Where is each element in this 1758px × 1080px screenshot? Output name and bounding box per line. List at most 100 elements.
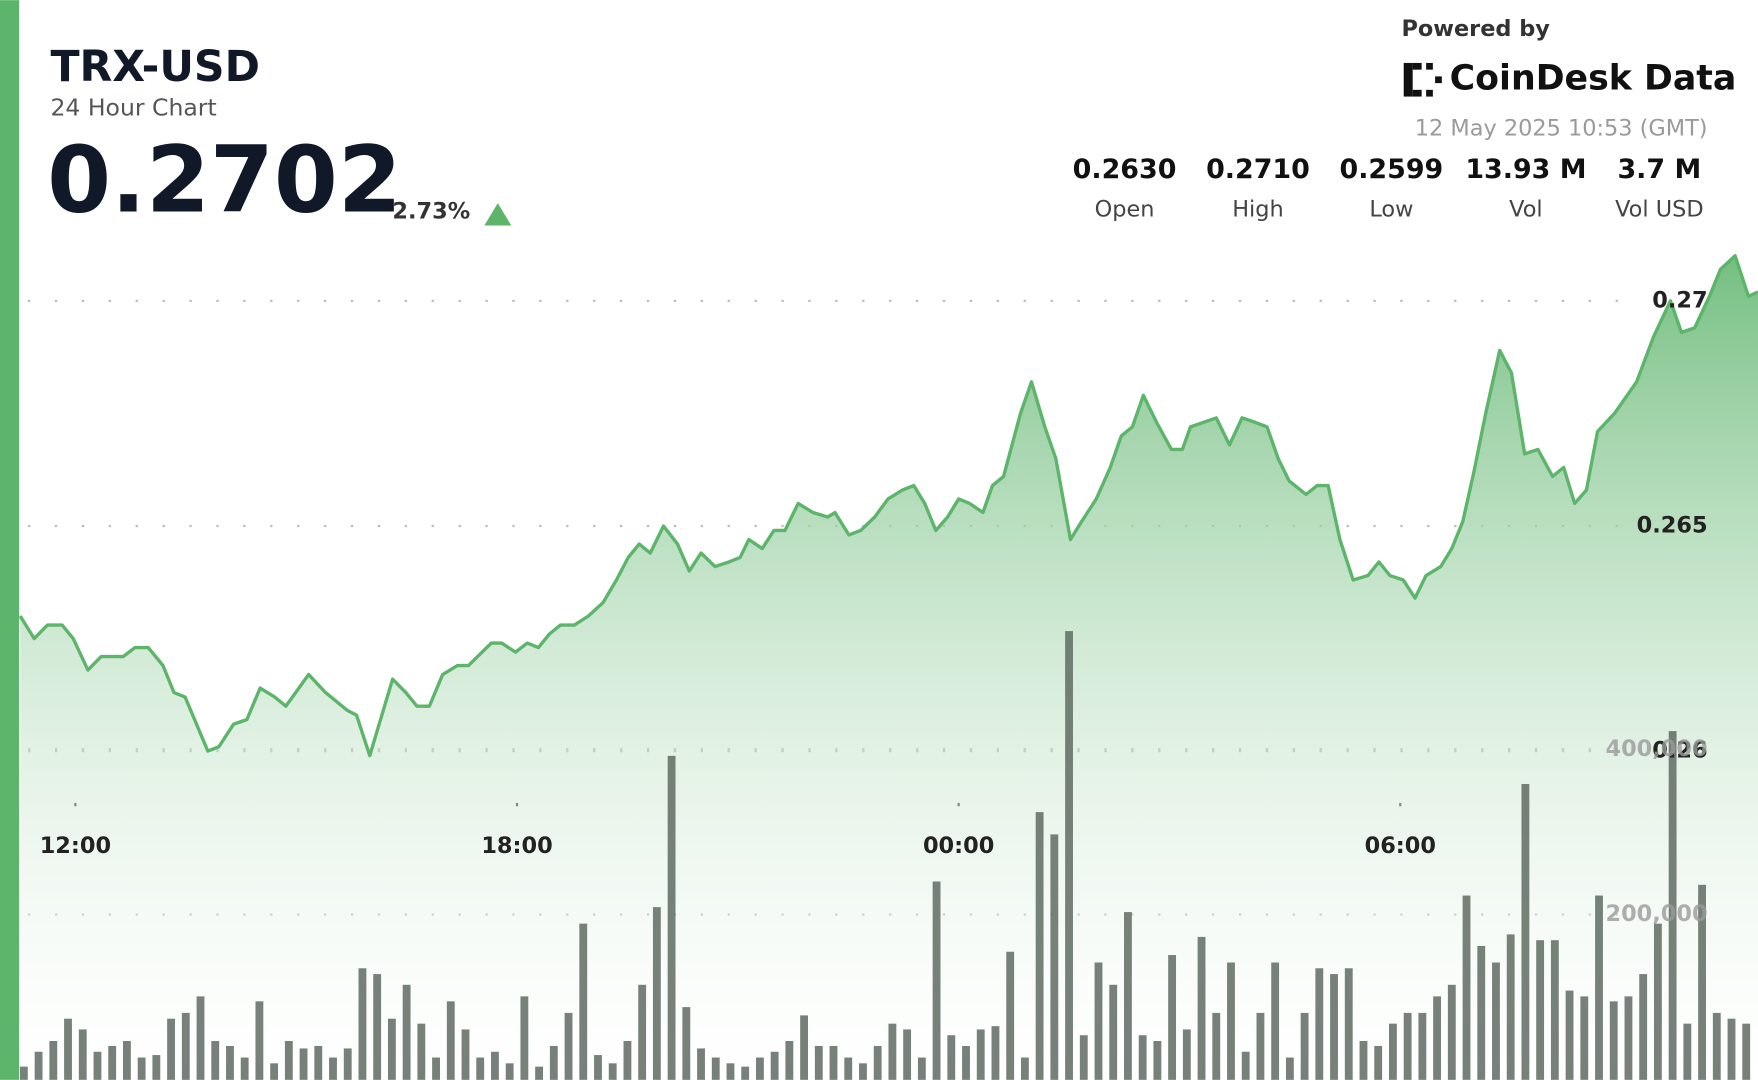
- chart-title: TRX-USD: [50, 42, 260, 92]
- volume-bar: [564, 1012, 573, 1080]
- volume-bar: [402, 984, 411, 1080]
- volume-bar: [167, 1018, 175, 1080]
- volume-bar: [814, 1045, 823, 1080]
- volume-bar: [594, 1055, 602, 1080]
- volume-bar: [1388, 1023, 1397, 1080]
- price-line: [18, 254, 1758, 758]
- volume-bar: [770, 1051, 779, 1080]
- volume-bar: [446, 1001, 455, 1080]
- stat-label: Vol USD: [1615, 196, 1704, 222]
- volume-bar: [491, 1051, 499, 1080]
- volume-bar: [520, 996, 529, 1080]
- volume-bar: [962, 1045, 970, 1080]
- volume-bar: [64, 1018, 72, 1080]
- volume-bar: [888, 1023, 897, 1080]
- volume-bar: [1050, 834, 1059, 1080]
- volume-bar: [917, 1057, 926, 1080]
- x-tick-label: 00:00: [923, 833, 994, 859]
- volume-bar: [1595, 895, 1603, 1080]
- volume-bar: [1742, 1023, 1751, 1080]
- volume-bar: [1521, 783, 1530, 1080]
- volume-bar: [903, 1029, 912, 1080]
- volume-bar: [1359, 1041, 1368, 1080]
- volume-bar: [152, 1055, 161, 1080]
- volume-bar: [1065, 631, 1073, 1080]
- volume-bar: [1712, 1012, 1721, 1080]
- volume-bar: [667, 755, 676, 1080]
- timestamp: 12 May 2025 10:53 (GMT): [1415, 116, 1708, 142]
- current-price: 0.2702: [47, 127, 402, 234]
- volume-bar: [93, 1051, 102, 1080]
- volume-bar: [726, 1063, 735, 1080]
- volume-bar: [1580, 996, 1589, 1080]
- stat-label: Low: [1369, 196, 1413, 222]
- volume-bar: [1653, 923, 1662, 1080]
- volume-bar: [1330, 974, 1338, 1080]
- x-tick-label: 12:00: [40, 833, 111, 859]
- volume-bar: [800, 1015, 809, 1080]
- chart-subtitle: 24 Hour Chart: [50, 93, 216, 121]
- volume-bar: [1212, 1012, 1221, 1080]
- x-tick-label: 06:00: [1365, 833, 1436, 859]
- volume-bar: [1109, 984, 1118, 1080]
- volume-bar: [137, 1057, 146, 1080]
- volume-bar: [1197, 936, 1206, 1080]
- volume-bar: [329, 1057, 337, 1080]
- volume-bar: [1624, 996, 1633, 1080]
- volume-bar: [49, 1041, 58, 1080]
- brand-logo: [1403, 62, 1442, 97]
- volume-bar: [1035, 812, 1044, 1080]
- y-tick-label: 0.27: [1652, 287, 1707, 313]
- volume-bar: [270, 1063, 279, 1080]
- volume-bar: [461, 1029, 470, 1080]
- volume-bar: [1698, 884, 1706, 1080]
- stat-label: Vol: [1509, 196, 1543, 222]
- volume-bar: [1256, 1012, 1265, 1080]
- volume-bar: [711, 1057, 720, 1080]
- volume-bar: [785, 1041, 794, 1080]
- volume-bar: [755, 1057, 764, 1080]
- overlay: 0.26 0.265 0.27 200,000 400,000 12:00 18:00 00:…: [40, 287, 1708, 927]
- volume-bar: [1727, 1018, 1736, 1080]
- y-tick-label: 0.265: [1637, 512, 1708, 538]
- volume-bar: [78, 1029, 87, 1080]
- volume-bar: [1609, 1001, 1618, 1080]
- volume-bar: [1536, 940, 1545, 1080]
- volume-bar: [1565, 990, 1574, 1080]
- volume-bar: [505, 1063, 514, 1080]
- volume-bar: [1094, 962, 1103, 1080]
- volume-bar: [1168, 955, 1177, 1080]
- volume-bar: [549, 1045, 558, 1080]
- volume-bar: [1403, 1012, 1412, 1080]
- volume-bar: [1668, 731, 1677, 1080]
- y2-tick-label: 400,000: [1605, 736, 1707, 762]
- volume-bar: [829, 1045, 838, 1080]
- brand-name: CoinDesk Data: [1450, 59, 1737, 99]
- volume-bar: [976, 1029, 985, 1080]
- volume-bar: [682, 1007, 691, 1080]
- volume-bar: [652, 907, 661, 1080]
- volume-bar: [741, 1066, 750, 1080]
- volume-bar: [181, 1012, 190, 1080]
- volume-bar: [638, 984, 647, 1080]
- volume-bar: [387, 1018, 396, 1080]
- volume-bar: [343, 1048, 352, 1080]
- volume-bar: [1462, 895, 1471, 1080]
- volume-bar: [844, 1057, 853, 1080]
- x-tick-label: 18:00: [481, 833, 552, 859]
- volume-bar: [1182, 1029, 1191, 1080]
- stat-value: 0.2710: [1206, 154, 1310, 185]
- volume-bar: [697, 1048, 705, 1080]
- stats: 0.2630 Open 0.2710 High 0.2599 Low 13.93 M Vol 3…: [1073, 154, 1704, 222]
- volume-bar: [373, 974, 382, 1080]
- volume-bar: [932, 881, 941, 1080]
- stat-label: Open: [1095, 196, 1155, 222]
- volume-bar: [859, 1063, 867, 1080]
- volume-bar: [1006, 951, 1015, 1080]
- plot: [18, 254, 1758, 1080]
- powered-by: Powered by: [1401, 16, 1550, 42]
- volume-bar: [1285, 1057, 1294, 1080]
- accent-bar: [0, 0, 20, 1080]
- volume-bar: [240, 1057, 249, 1080]
